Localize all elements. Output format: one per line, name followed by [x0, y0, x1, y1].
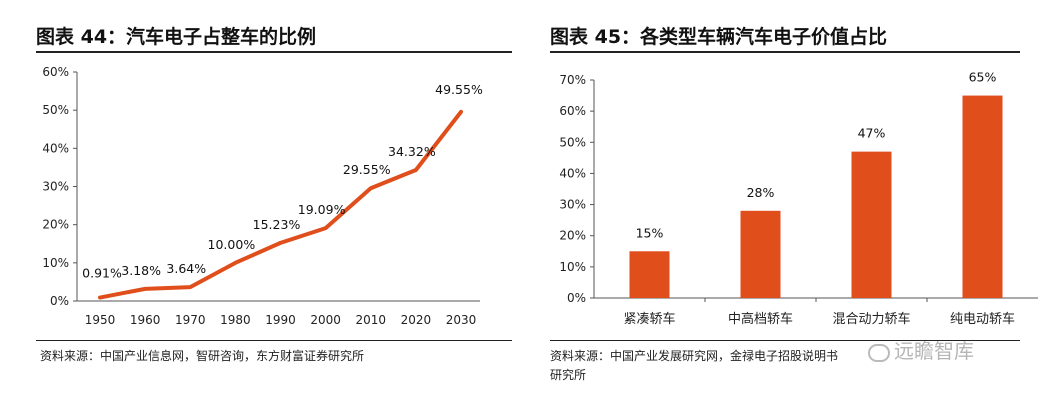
watermark-icon	[868, 343, 890, 362]
line-chart-x-tick-label: 1990	[265, 313, 296, 327]
line-chart-data-label: 29.55%	[343, 162, 391, 177]
line-chart-point	[414, 168, 418, 172]
line-chart-y-tick-label: 10%	[42, 256, 69, 270]
bar-chart-data-label: 65%	[969, 70, 997, 85]
line-chart-y-tick-label: 30%	[42, 180, 69, 194]
line-chart-x-tick-label: 2020	[401, 313, 432, 327]
bar-chart-category-label: 中高档轿车	[728, 311, 793, 327]
line-chart-point	[98, 296, 102, 300]
line-chart-x-tick-label: 2010	[355, 313, 386, 327]
line-chart-data-label: 0.91%	[82, 266, 122, 281]
line-chart-x-tick-label: 1970	[175, 313, 206, 327]
line-chart-data-label: 49.55%	[435, 82, 483, 97]
bar-chart-bar	[962, 95, 1003, 298]
right-figure: 图表 45：各类型车辆汽车电子价值占比 0% 10% 20% 30% 40% 50% 60%…	[540, 0, 1061, 403]
line-chart-y-tick-label: 60%	[42, 65, 69, 79]
right-figure-title: 图表 45：各类型车辆汽车电子价值占比	[550, 26, 888, 48]
bar-chart-bar	[851, 151, 892, 298]
line-chart-data-label: 34.32%	[388, 144, 436, 159]
bar-chart-data-label: 15%	[636, 225, 664, 240]
bar-chart-y-tick-label: 50%	[559, 135, 586, 149]
line-chart-point	[369, 186, 373, 190]
line-chart-point	[279, 241, 282, 245]
bar-chart-y-tick-label: 20%	[559, 229, 586, 243]
line-chart-point	[324, 226, 328, 230]
bar-chart-category-label: 紧凑轿车	[623, 311, 675, 327]
line-chart-data-label: 3.64%	[166, 261, 206, 276]
line-chart-x-tick-label: 1950	[85, 313, 116, 327]
watermark-text: 远瞻智库	[894, 339, 974, 363]
left-figure: 图表 44：汽车电子占整车的比例 0% 10% 20% 30% 40% 50% 60% 195…	[0, 0, 520, 403]
watermark: 远瞻智库	[868, 335, 974, 364]
left-figure-title: 图表 44：汽车电子占整车的比例	[36, 26, 317, 48]
bar-chart-category-label: 纯电动轿车	[950, 311, 1015, 327]
right-source-rule	[550, 340, 1020, 341]
line-chart-y-tick-label: 40%	[42, 141, 69, 155]
bar-chart-y-tick-label: 70%	[559, 73, 586, 87]
line-chart-data-label: 15.23%	[253, 217, 301, 232]
bar-chart-bar	[629, 251, 670, 298]
line-chart-point	[188, 285, 192, 289]
bar-chart-y-tick-label: 0%	[567, 291, 586, 305]
left-title-rule	[36, 51, 512, 53]
bar-chart-bar	[740, 210, 781, 298]
bar-chart-y-tick-label: 30%	[559, 198, 586, 212]
right-source-note-line2: 研究所	[550, 368, 587, 382]
line-chart-data-label: 3.18%	[121, 263, 161, 278]
bar-chart-y-tick-label: 40%	[559, 166, 586, 180]
right-source-note-line1: 资料来源：中国产业发展研究网，金禄电子招股说明书	[550, 349, 839, 363]
line-chart-x-tick-label: 2030	[446, 313, 477, 327]
bar-chart-category-label: 混合动力轿车	[832, 311, 910, 327]
line-chart-point	[233, 261, 237, 265]
bar-chart-data-label: 47%	[858, 126, 886, 141]
bar-chart: 0% 10% 20% 30% 40% 50% 60% 70% 15% 紧凑轿车 28% 中高档轿车 47…	[559, 70, 1038, 327]
right-title-rule	[550, 51, 1020, 53]
line-chart-y-tick-label: 50%	[42, 103, 69, 117]
left-source-rule	[36, 340, 512, 341]
line-chart: 0% 10% 20% 30% 40% 50% 60% 1950 1960 1970 1980 1990…	[42, 65, 483, 327]
line-chart-x-tick-label: 1980	[220, 313, 251, 327]
line-chart-x-tick-label: 1960	[130, 313, 161, 327]
line-chart-point	[459, 110, 463, 114]
bar-chart-y-tick-label: 60%	[559, 104, 586, 118]
line-chart-y-tick-label: 20%	[42, 218, 69, 232]
left-source-note: 资料来源：中国产业信息网，智研咨询，东方财富证券研究所	[40, 349, 365, 363]
line-chart-data-label: 19.09%	[298, 202, 346, 217]
line-chart-x-tick-label: 2000	[310, 313, 341, 327]
bar-chart-y-tick-label: 10%	[559, 260, 586, 274]
bar-chart-data-label: 28%	[747, 185, 775, 200]
line-chart-y-tick-label: 0%	[50, 294, 69, 308]
line-chart-point	[143, 287, 147, 291]
line-chart-data-label: 10.00%	[208, 237, 256, 252]
